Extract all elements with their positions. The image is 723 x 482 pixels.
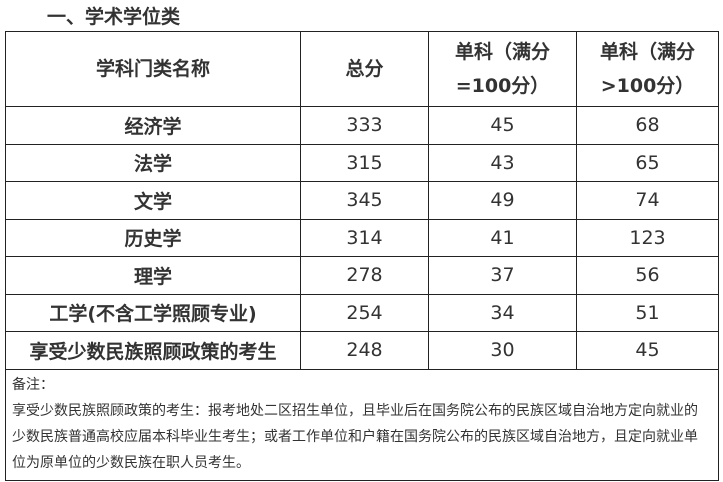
category-cell: 文学 bbox=[5, 181, 301, 220]
section-title: 一、学术学位类 bbox=[47, 6, 181, 28]
score-cell: 123 bbox=[576, 218, 719, 257]
table-row: 工学(不含工学照顾专业) 254 34 51 bbox=[5, 293, 719, 332]
score-cell: 45 bbox=[428, 106, 577, 145]
category-cell: 享受少数民族照顾政策的考生 bbox=[5, 331, 301, 370]
note-row: 备注： 享受少数民族照顾政策的考生：报考地处二区招生单位，且毕业后在国务院公布的民… bbox=[5, 368, 719, 481]
score-cell: 74 bbox=[576, 181, 719, 220]
score-cell: 43 bbox=[428, 143, 577, 182]
table-row: 文学 345 49 74 bbox=[5, 181, 719, 220]
table-row: 法学 315 43 65 bbox=[5, 143, 719, 182]
score-cell: 315 bbox=[300, 143, 429, 182]
score-table: 学科门类名称 总分 单科（满分=100分） 单科（满分>100分） 经济学 333… bbox=[5, 31, 719, 481]
header-cell: 学科门类名称 bbox=[5, 31, 301, 107]
category-cell: 工学(不含工学照顾专业) bbox=[5, 293, 301, 332]
category-cell: 经济学 bbox=[5, 106, 301, 145]
category-cell: 法学 bbox=[5, 143, 301, 182]
score-cell: 345 bbox=[300, 181, 429, 220]
score-cell: 248 bbox=[300, 331, 429, 370]
table-row: 经济学 333 45 68 bbox=[5, 106, 719, 145]
header-cell: 总分 bbox=[300, 31, 429, 107]
score-cell: 51 bbox=[576, 293, 719, 332]
table-row: 历史学 314 41 123 bbox=[5, 218, 719, 257]
category-cell: 理学 bbox=[5, 256, 301, 295]
score-cell: 34 bbox=[428, 293, 577, 332]
score-cell: 41 bbox=[428, 218, 577, 257]
table-row: 理学 278 37 56 bbox=[5, 256, 719, 295]
header-cell: 单科（满分>100分） bbox=[576, 31, 719, 107]
score-cell: 30 bbox=[428, 331, 577, 370]
table-row: 享受少数民族照顾政策的考生 248 30 45 bbox=[5, 331, 719, 370]
score-cell: 68 bbox=[576, 106, 719, 145]
score-cell: 333 bbox=[300, 106, 429, 145]
score-cell: 49 bbox=[428, 181, 577, 220]
note-text: 享受少数民族照顾政策的考生：报考地处二区招生单位，且毕业后在国务院公布的民族区域… bbox=[12, 402, 698, 471]
category-cell: 历史学 bbox=[5, 218, 301, 257]
score-cell: 314 bbox=[300, 218, 429, 257]
header-cell: 单科（满分=100分） bbox=[428, 31, 577, 107]
note-label: 备注： bbox=[12, 376, 54, 393]
score-cell: 65 bbox=[576, 143, 719, 182]
note-cell: 备注： 享受少数民族照顾政策的考生：报考地处二区招生单位，且毕业后在国务院公布的民… bbox=[5, 368, 719, 481]
score-cell: 278 bbox=[300, 256, 429, 295]
header-row: 学科门类名称 总分 单科（满分=100分） 单科（满分>100分） bbox=[5, 31, 719, 107]
score-cell: 45 bbox=[576, 331, 719, 370]
score-cell: 56 bbox=[576, 256, 719, 295]
score-cell: 254 bbox=[300, 293, 429, 332]
score-cell: 37 bbox=[428, 256, 577, 295]
